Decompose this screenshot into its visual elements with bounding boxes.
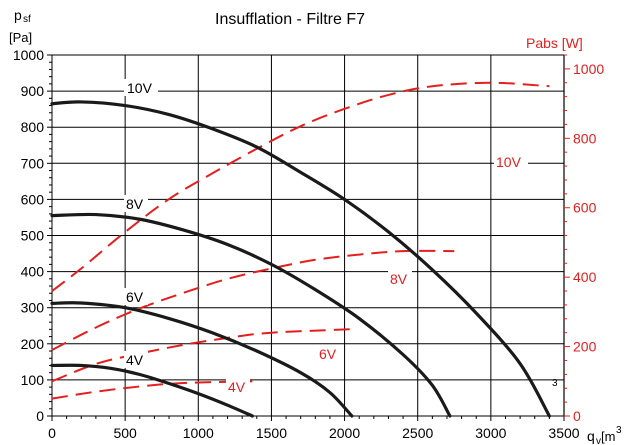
y2-tick-label: 800 xyxy=(573,130,597,146)
x-tick-label: 3500 xyxy=(548,425,579,441)
y-tick-label: 600 xyxy=(21,191,45,207)
y-tick-label: 900 xyxy=(21,83,45,99)
power-label-6v: 6V xyxy=(319,346,337,362)
y-tick-label: 1000 xyxy=(13,47,44,63)
pressure-curve-8v xyxy=(50,212,452,418)
y2-tick-label: 600 xyxy=(573,200,597,216)
y-tick-label: 800 xyxy=(21,119,45,135)
pressure-label-6v: 6V xyxy=(126,289,144,305)
power-label-8v: 8V xyxy=(390,271,408,287)
y-tick-label: 0 xyxy=(36,408,44,424)
y-tick-label: 200 xyxy=(21,336,45,352)
y-tick-label: 100 xyxy=(21,372,45,388)
y-axis-subscript: sf xyxy=(23,14,31,25)
x-tick-label: 2000 xyxy=(329,425,360,441)
x-axis-symbol: q xyxy=(587,428,595,444)
y2-axis-label: Pabs [W] xyxy=(526,35,583,51)
x-tick-label: 3000 xyxy=(475,425,506,441)
y-tick-label: 700 xyxy=(21,155,45,171)
pressure-label-10v: 10V xyxy=(127,80,153,96)
x-axis-unit-superscript: 3 xyxy=(616,425,622,436)
pressure-curve-4v xyxy=(50,363,255,418)
pressure-label-8v: 8V xyxy=(126,196,144,212)
x-tick-label: 1500 xyxy=(256,425,287,441)
power-curve-6v xyxy=(51,328,352,383)
power-curve-10v xyxy=(51,81,550,292)
x-tick-label: 2500 xyxy=(402,425,433,441)
curve-labels: 10V 8V 6V 4V 10V 8V 6V 4V xyxy=(124,79,528,395)
chart-title: Insufflation - Filtre F7 xyxy=(215,11,365,28)
x-tick-label: 0 xyxy=(48,425,56,441)
x-axis-subscript: v xyxy=(596,436,601,445)
stray-mark: 3 xyxy=(552,378,558,389)
y-axis-unit: [Pa] xyxy=(9,30,32,45)
x-tick-labels: 0 500 1000 1500 2000 2500 3000 3500 xyxy=(48,425,580,441)
y2-tick-label: 0 xyxy=(573,408,581,424)
y2-tick-label: 1000 xyxy=(573,61,604,77)
x-tick-label: 500 xyxy=(113,425,137,441)
power-label-10v: 10V xyxy=(496,154,522,170)
pressure-label-4v: 4V xyxy=(126,352,144,368)
y2-tick-labels: 0 200 400 600 800 1000 xyxy=(573,61,604,424)
y-tick-label: 400 xyxy=(21,264,45,280)
y2-tick-label: 400 xyxy=(573,269,597,285)
x-axis-unit: [m xyxy=(601,429,615,444)
power-label-4v: 4V xyxy=(228,379,246,395)
y-tick-labels: 0 100 200 300 400 500 600 700 800 900 1000 xyxy=(13,47,44,424)
y-axis-symbol: p xyxy=(14,7,22,23)
pressure-series xyxy=(50,100,551,418)
x-tick-label: 1000 xyxy=(183,425,214,441)
pressure-curve-6v xyxy=(50,301,354,418)
y-tick-label: 300 xyxy=(21,300,45,316)
y2-tick-label: 200 xyxy=(573,339,597,355)
axis-ticks xyxy=(47,54,570,421)
y-tick-label: 500 xyxy=(21,228,45,244)
power-series xyxy=(51,81,550,400)
pressure-curve-10v xyxy=(50,100,551,418)
power-curve-4v xyxy=(51,380,253,400)
power-curve-8v xyxy=(51,249,455,351)
